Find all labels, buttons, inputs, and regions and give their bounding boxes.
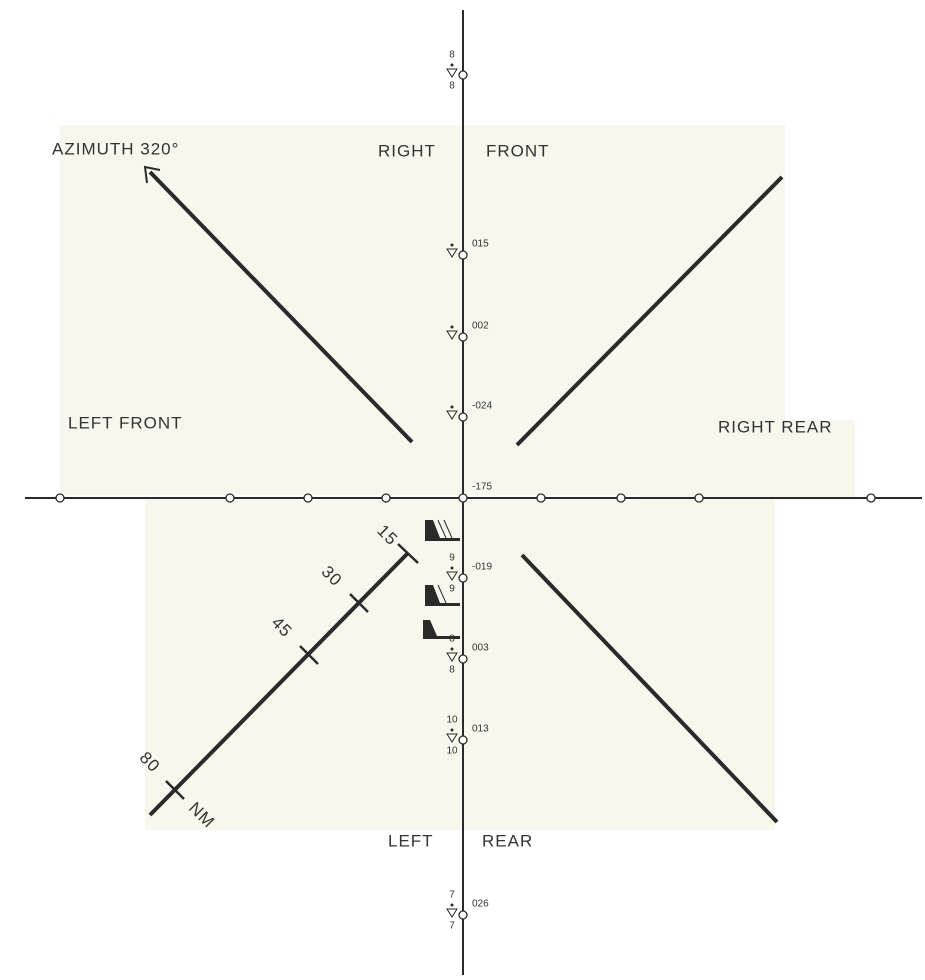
station-symbol [446, 571, 458, 581]
wind-barbs [423, 519, 460, 639]
station-code: 015 [472, 239, 489, 250]
paper-tone [640, 420, 855, 500]
station [458, 250, 468, 260]
station-number: 7 [449, 921, 455, 932]
station-dot [450, 566, 454, 570]
station-number: 7 [449, 890, 455, 901]
quadrant-label: FRONT [486, 141, 550, 160]
station-code: -024 [472, 401, 492, 412]
paper-tone [145, 500, 775, 830]
station [458, 70, 468, 80]
station-dot [450, 405, 454, 409]
station [458, 493, 468, 503]
diagonal [520, 553, 779, 824]
scale-ticks [165, 543, 419, 800]
station-symbol [446, 248, 458, 258]
azimuth-label: AZIMUTH 320° [52, 139, 179, 158]
station-symbol [446, 68, 458, 78]
quadrant-label: RIGHT [378, 141, 436, 160]
station-number: 8 [449, 50, 455, 61]
station-dot [450, 903, 454, 907]
station-symbol [446, 652, 458, 662]
station [458, 735, 468, 745]
quadrant-label: RIGHT REAR [718, 417, 833, 436]
quadrant-label: LEFT FRONT [68, 413, 183, 432]
station-number: 8 [449, 665, 455, 676]
station-dot [450, 243, 454, 247]
station-symbol [446, 733, 458, 743]
horizontal-stations [55, 493, 876, 503]
station-number: 10 [446, 746, 458, 757]
station [458, 412, 468, 422]
station-dot [450, 728, 454, 732]
station-dot [450, 647, 454, 651]
quadrant-label: LEFT [388, 831, 434, 850]
station-code: 002 [472, 321, 489, 332]
range-scale [148, 551, 410, 817]
vertical-stations: 8 8 015 002 -024 -175 -019 9 9 003 8 8 013 10 10 026 7 7 [446, 50, 492, 932]
station-number: 10 [446, 715, 458, 726]
station [458, 654, 468, 664]
station-code: 003 [472, 643, 489, 654]
station-dot [450, 63, 454, 67]
station-code: 013 [472, 724, 489, 735]
station-number: 9 [449, 584, 455, 595]
diagonal [515, 175, 784, 447]
station-symbol [446, 908, 458, 918]
station-number: 9 [449, 553, 455, 564]
station-code: 026 [472, 899, 489, 910]
station-number: 8 [449, 634, 455, 645]
station [458, 573, 468, 583]
azimuth-line [148, 170, 414, 444]
arrowhead [143, 165, 161, 184]
station-symbol [446, 410, 458, 420]
station-dot [450, 325, 454, 329]
station-number: 8 [449, 81, 455, 92]
station-code: -175 [472, 482, 492, 493]
station-symbol [446, 330, 458, 340]
station [458, 332, 468, 342]
quadrant-label: REAR [482, 831, 533, 850]
station-code: -019 [472, 562, 492, 573]
station [458, 910, 468, 920]
